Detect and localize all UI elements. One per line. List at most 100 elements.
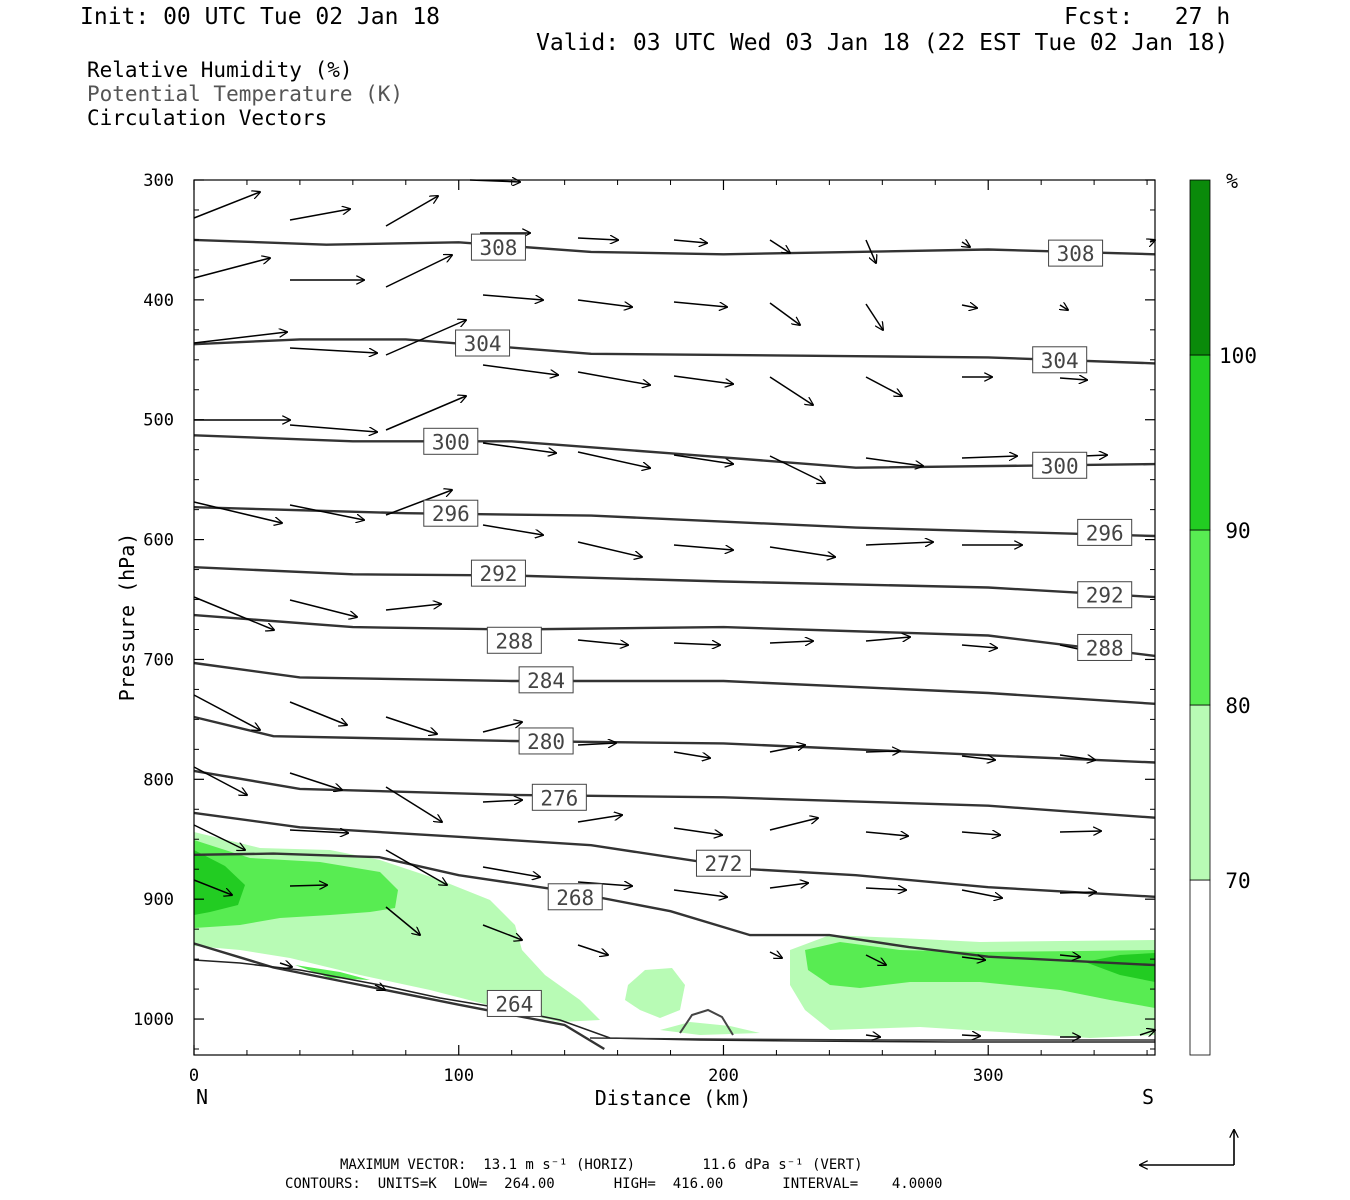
legend-vectors: Circulation Vectors <box>87 106 328 130</box>
circulation-vector <box>769 641 813 643</box>
circulation-vector <box>769 455 825 483</box>
theta-label: 280 <box>518 727 574 755</box>
circulation-vector <box>193 879 232 895</box>
circulation-vector <box>385 320 466 356</box>
rh-80-north <box>194 840 398 928</box>
circulation-vector <box>673 301 727 307</box>
colorbar-unit: % <box>1226 169 1238 193</box>
colorbar-segment <box>1189 704 1211 881</box>
theta-label-text: 308 <box>479 236 517 260</box>
circulation-vector <box>577 882 632 886</box>
theta-label-text: 288 <box>495 629 533 653</box>
circulation-vector <box>769 376 813 405</box>
circulation-vector <box>769 818 818 831</box>
circulation-vector <box>961 957 985 960</box>
circulation-vector <box>769 302 800 325</box>
theta-label: 304 <box>455 329 511 357</box>
circulation-vector <box>865 239 876 263</box>
theta-label-text: 292 <box>479 562 517 586</box>
circulation-vector <box>673 240 707 243</box>
theta-label: 296 <box>1077 518 1133 546</box>
theta-contour-284 <box>193 661 1156 705</box>
circulation-vector <box>385 604 441 611</box>
valid-time: Valid: 03 UTC Wed 03 Jan 18 (22 EST Tue … <box>536 30 1229 56</box>
y-axis: 300 400 500 600 700 800 900 1000 <box>133 171 1155 1050</box>
rh-80-south <box>805 942 1155 1008</box>
circulation-vector <box>289 701 347 725</box>
theta-contour-300 <box>193 434 1156 469</box>
theta-contour-304 <box>193 338 1156 365</box>
circulation-vector <box>193 766 247 795</box>
plot-frame <box>193 179 1156 1056</box>
theta-label: 264 <box>486 989 542 1017</box>
circulation-vector <box>1060 305 1068 310</box>
rh-70-mid2 <box>660 1022 760 1035</box>
circulation-vector <box>279 963 292 967</box>
colorbar-level-label: 100 <box>1219 344 1257 368</box>
x-tick-label: 200 <box>708 1066 739 1086</box>
circulation-vector <box>673 643 720 645</box>
colorbar-segment <box>1189 354 1211 531</box>
circulation-vector <box>193 596 274 630</box>
circulation-vector <box>673 751 710 758</box>
theta-contour-264 <box>193 942 605 1051</box>
circulation-vector <box>673 454 733 464</box>
x-axis-title: Distance (km) <box>595 1086 752 1110</box>
theta-contour-292 <box>193 566 1156 599</box>
circulation-vector <box>961 1035 980 1036</box>
theta-label-text: 292 <box>1086 584 1124 608</box>
theta-label-text: 268 <box>556 886 594 910</box>
x-tick-label: 100 <box>443 1066 474 1086</box>
north-label: N <box>196 1085 208 1109</box>
circulation-vector <box>961 889 1002 898</box>
colorbar-segment <box>1189 529 1211 706</box>
theta-label: 288 <box>1077 633 1133 661</box>
theta-label-text: 276 <box>540 786 578 810</box>
rh-70-mid <box>625 968 685 1018</box>
theta-contour-268 <box>193 852 1156 967</box>
circulation-vector <box>482 924 522 940</box>
terrain-bump <box>679 1008 734 1036</box>
circulation-vector <box>289 209 350 221</box>
circulation-vector <box>385 716 437 734</box>
circulation-vector <box>385 906 420 935</box>
circulation-vector <box>865 832 908 836</box>
circulation-vector <box>385 196 438 227</box>
circulation-vector <box>1059 955 1080 957</box>
circulation-vector <box>865 637 910 641</box>
circulation-vector <box>577 371 650 385</box>
circulation-vector <box>673 375 733 384</box>
theta-label: 308 <box>470 233 526 261</box>
theta-label-text: 264 <box>495 992 533 1016</box>
circulation-vector <box>865 303 883 330</box>
theta-label: 284 <box>518 666 574 694</box>
y-axis-title: Pressure (hPa) <box>115 533 139 702</box>
x-tick-label: 0 <box>189 1066 199 1086</box>
circulation-vector <box>577 299 632 307</box>
circulation-vector <box>865 888 906 890</box>
circulation-vector <box>961 756 995 760</box>
circulation-vector <box>577 639 628 645</box>
circulation-vector <box>865 1035 880 1037</box>
circulation-vector <box>673 827 722 835</box>
circulation-vector <box>385 490 452 516</box>
circulation-vector <box>289 772 342 790</box>
circulation-vector <box>374 985 385 990</box>
circulation-vector <box>385 786 442 822</box>
circulation-vector <box>193 192 260 219</box>
circulation-vector <box>769 745 805 753</box>
theta-label: 272 <box>695 849 751 877</box>
circulation-vector <box>961 305 977 308</box>
theta-label-text: 308 <box>1057 242 1095 266</box>
circulation-vector <box>289 830 348 833</box>
circulation-vector <box>865 751 900 752</box>
circulation-vector <box>482 524 543 535</box>
rh-shading <box>194 832 1155 1038</box>
rh-80-lowstrip <box>295 965 370 980</box>
circulation-vector <box>385 396 466 431</box>
circulation-vector <box>962 242 970 247</box>
circulation-vector <box>482 442 556 453</box>
init-time: Init: 00 UTC Tue 02 Jan 18 <box>80 4 441 30</box>
theta-label: 304 <box>1032 346 1088 374</box>
legend-rh: Relative Humidity (%) <box>87 58 353 82</box>
